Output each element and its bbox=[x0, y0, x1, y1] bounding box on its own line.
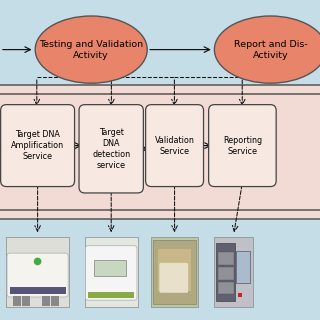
Bar bbox=[218, 252, 234, 265]
Bar bbox=[6, 237, 69, 307]
FancyBboxPatch shape bbox=[85, 246, 137, 300]
Text: Reporting
Service: Reporting Service bbox=[223, 136, 262, 156]
Bar bbox=[85, 237, 138, 307]
Bar bbox=[214, 237, 253, 307]
Text: Report and Dis-
Activity: Report and Dis- Activity bbox=[234, 40, 307, 60]
Bar bbox=[151, 237, 198, 307]
Bar bbox=[13, 296, 21, 306]
Bar bbox=[22, 296, 30, 306]
FancyBboxPatch shape bbox=[159, 263, 188, 293]
FancyBboxPatch shape bbox=[79, 105, 143, 193]
Bar bbox=[238, 293, 242, 297]
Text: Target DNA
Amplification
Service: Target DNA Amplification Service bbox=[11, 130, 64, 161]
Text: Target
DNA
detection
service: Target DNA detection service bbox=[92, 128, 130, 170]
Bar bbox=[153, 240, 196, 304]
Bar bbox=[88, 292, 134, 298]
Bar bbox=[218, 282, 234, 294]
Bar bbox=[216, 243, 235, 301]
Bar bbox=[0, 219, 320, 320]
FancyBboxPatch shape bbox=[146, 105, 204, 187]
Ellipse shape bbox=[35, 16, 147, 83]
Text: Validation
Service: Validation Service bbox=[155, 136, 195, 156]
FancyBboxPatch shape bbox=[7, 253, 68, 297]
Bar bbox=[42, 296, 50, 306]
Bar bbox=[0, 0, 320, 85]
Bar bbox=[10, 287, 66, 294]
Circle shape bbox=[34, 258, 42, 265]
Ellipse shape bbox=[214, 16, 320, 83]
FancyBboxPatch shape bbox=[1, 105, 75, 187]
Bar bbox=[158, 249, 191, 291]
Bar bbox=[51, 296, 59, 306]
FancyBboxPatch shape bbox=[209, 105, 276, 187]
Bar bbox=[0, 85, 320, 219]
Bar bbox=[94, 260, 126, 276]
Text: Testing and Validation
Activity: Testing and Validation Activity bbox=[39, 40, 143, 60]
Bar bbox=[236, 251, 250, 283]
Bar bbox=[218, 267, 234, 280]
